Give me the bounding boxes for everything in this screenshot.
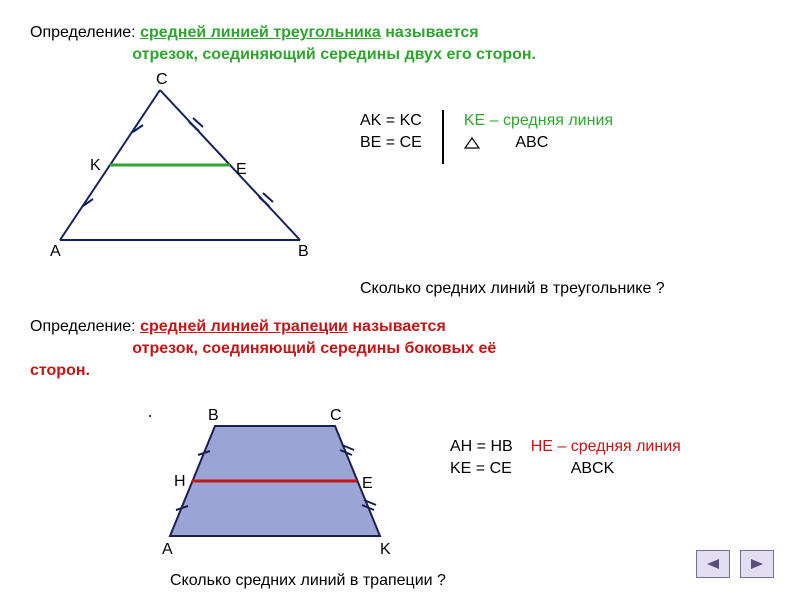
trap-label-C: C (330, 407, 342, 424)
def2-line1: Определение: средней линией трапеции наз… (30, 318, 770, 336)
trap-label-A: A (162, 541, 173, 558)
eq-ak-kc: AK = KC (360, 110, 422, 132)
label-B: B (298, 243, 309, 260)
trap-label-E: E (362, 475, 373, 492)
arrow-right-icon (749, 557, 765, 571)
eq-ah-hb: AH = HB (450, 436, 513, 458)
definition-triangle: Определение: средней линией треугольника… (30, 24, 770, 64)
def1-prefix: Определение: (30, 24, 140, 41)
label-E: E (236, 161, 247, 178)
nav-buttons (696, 550, 774, 578)
def1-indent (30, 46, 132, 63)
trapezoid-diagram: A K B C H E (130, 386, 430, 566)
eq-col-2: AH = HB KE = CE (450, 436, 513, 481)
facts-triangle: AK = KC BE = CE KE – средняя линия ABC (360, 110, 613, 164)
definition-trapezoid: Определение: средней линией трапеции наз… (30, 318, 770, 380)
question-trapezoid: Сколько средних линий в трапеции ? (170, 572, 770, 590)
def1-line2: отрезок, соединяющий середины двух его с… (30, 46, 770, 64)
row-trapezoid: A K B C H E AH = HB KE = CE HE – средняя… (30, 386, 770, 566)
nav-prev-button[interactable] (696, 550, 730, 578)
conc2-line1: HE – средняя линия (531, 436, 681, 458)
triangle-mini-icon (464, 137, 480, 149)
row-triangle: A B C K E AK = KC BE = CE KE – средняя л… (30, 70, 770, 270)
trap-label-B: B (208, 407, 219, 424)
eq-be-ce: BE = CE (360, 132, 422, 154)
triangle-svg: A B C K E (30, 70, 330, 270)
nav-next-button[interactable] (740, 550, 774, 578)
conc1-line2: ABC (464, 132, 613, 154)
arrow-left-icon (705, 557, 721, 571)
label-A: A (50, 243, 61, 260)
def2-indent (30, 340, 132, 357)
facts-trapezoid: AH = HB KE = CE HE – средняя линия ABCK (450, 436, 681, 481)
conc1-abc: ABC (484, 134, 548, 151)
conc1-line1: KE – средняя линия (464, 110, 613, 132)
question-triangle: Сколько средних линий в треугольнике ? (360, 280, 770, 298)
triangle-diagram: A B C K E (30, 70, 330, 270)
conclusion-triangle: KE – средняя линия ABC (464, 110, 613, 155)
def1-line1: Определение: средней линией треугольника… (30, 24, 770, 42)
def2-line2-text: отрезок, соединяющий середины боковых её (132, 340, 496, 357)
eq-col-1: AK = KC BE = CE (360, 110, 422, 155)
conc2-line2: ABCK (531, 458, 681, 480)
def2-line2: отрезок, соединяющий середины боковых её (30, 340, 770, 358)
def2-prefix: Определение: (30, 318, 140, 335)
divider-1 (442, 110, 444, 164)
def2-line3-text: сторон. (30, 362, 90, 379)
label-C: C (156, 71, 168, 88)
trap-label-H: H (174, 473, 186, 490)
def1-line2-text: отрезок, соединяющий середины двух его с… (132, 46, 536, 63)
trapezoid-svg: A K B C H E (130, 386, 430, 566)
label-K: K (90, 157, 101, 174)
conclusion-trap: HE – средняя линия ABCK (531, 436, 681, 481)
def1-term: средней линией треугольника (140, 24, 381, 41)
def2-line3: сторон. (30, 362, 770, 380)
def2-term: средней линией трапеции (140, 318, 348, 335)
def2-after: называется (348, 318, 446, 335)
trap-label-K: K (380, 541, 391, 558)
def1-after: называется (381, 24, 479, 41)
eq-ke-ce: KE = CE (450, 458, 513, 480)
